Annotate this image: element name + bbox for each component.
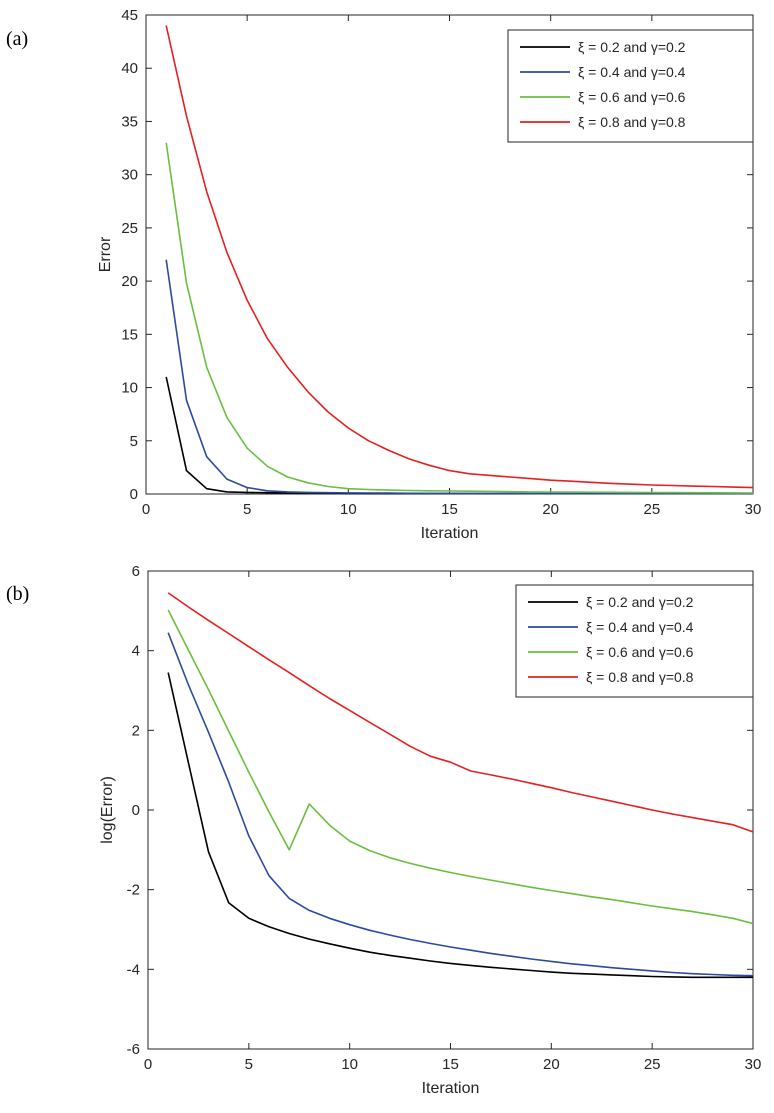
panel-label: (b) bbox=[6, 583, 29, 605]
x-tick-label: 10 bbox=[340, 501, 357, 518]
x-axis-label: Iteration bbox=[422, 1080, 480, 1097]
chart-panel-a: (a) 0 5 10 15 20 25 30 0 5 10 15 20 25 30 35 40 45 Iterati… bbox=[6, 7, 761, 542]
y-axis-label: log(Error) bbox=[99, 776, 116, 844]
y-axis-label: Error bbox=[97, 236, 114, 272]
y-tick-label: 45 bbox=[121, 7, 138, 24]
series-line-3 bbox=[167, 609, 754, 925]
x-tick-label: 5 bbox=[243, 501, 251, 518]
y-tick-label: 2 bbox=[132, 722, 140, 739]
series-line-4 bbox=[165, 25, 754, 489]
series-line-2 bbox=[165, 259, 753, 495]
x-tick-label: 0 bbox=[144, 1056, 152, 1073]
legend-entry: ξ = 0.4 and γ=0.4 bbox=[586, 619, 694, 635]
y-tick-label: 4 bbox=[132, 643, 140, 660]
chart-panel-b: (b) 0 5 10 15 20 25 30 -6 -4 -2 0 2 4 6 Iteration log(Er… bbox=[6, 563, 761, 1097]
x-tick-label: 20 bbox=[543, 1056, 560, 1073]
legend-entry: ξ = 0.8 and γ=0.8 bbox=[586, 669, 694, 685]
x-tick-label: 15 bbox=[441, 501, 458, 518]
series-line-1 bbox=[167, 672, 753, 979]
y-tick-label: 35 bbox=[121, 113, 138, 130]
legend-entry: ξ = 0.2 and γ=0.2 bbox=[586, 594, 694, 610]
series-line-3 bbox=[165, 142, 754, 494]
y-tick-label: 5 bbox=[130, 433, 138, 450]
y-tick-label: 20 bbox=[121, 273, 138, 290]
series-line-2 bbox=[167, 632, 754, 977]
y-tick-label: 0 bbox=[130, 486, 138, 503]
y-tick-label: 30 bbox=[121, 167, 138, 184]
legend-entry: ξ = 0.6 and γ=0.6 bbox=[586, 644, 694, 660]
legend-entry: ξ = 0.2 and γ=0.2 bbox=[578, 39, 686, 55]
x-tick-label: 25 bbox=[643, 501, 660, 518]
x-tick-label: 0 bbox=[142, 501, 150, 518]
x-tick-label: 30 bbox=[745, 501, 762, 518]
legend-entry: ξ = 0.6 and γ=0.6 bbox=[578, 89, 686, 105]
x-tick-label: 25 bbox=[644, 1056, 661, 1073]
y-tick-label: 25 bbox=[121, 220, 138, 237]
x-tick-label: 5 bbox=[245, 1056, 253, 1073]
series-line-4 bbox=[167, 592, 754, 833]
legend-box bbox=[515, 584, 754, 698]
x-axis-label: Iteration bbox=[421, 525, 479, 542]
x-tick-label: 20 bbox=[542, 501, 559, 518]
y-tick-label: -4 bbox=[127, 961, 140, 978]
legend: ξ = 0.2 and γ=0.2 ξ = 0.4 and γ=0.4 ξ = 0.… bbox=[507, 29, 754, 143]
series-line-1 bbox=[165, 376, 753, 495]
y-tick-label: 10 bbox=[121, 380, 138, 397]
legend: ξ = 0.2 and γ=0.2 ξ = 0.4 and γ=0.4 ξ = 0.… bbox=[515, 584, 754, 698]
legend-box bbox=[507, 29, 754, 143]
legend-entry: ξ = 0.4 and γ=0.4 bbox=[578, 64, 686, 80]
y-tick-label: 15 bbox=[121, 326, 138, 343]
y-tick-label: 6 bbox=[132, 563, 140, 580]
x-tick-label: 15 bbox=[442, 1056, 459, 1073]
x-tick-label: 10 bbox=[341, 1056, 358, 1073]
x-tick-label: 30 bbox=[745, 1056, 762, 1073]
y-tick-label: 40 bbox=[121, 60, 138, 77]
y-tick-label: -6 bbox=[127, 1041, 140, 1058]
legend-entry: ξ = 0.8 and γ=0.8 bbox=[578, 114, 686, 130]
y-tick-label: -2 bbox=[127, 882, 140, 899]
y-tick-label: 0 bbox=[132, 802, 140, 819]
panel-label: (a) bbox=[6, 28, 28, 50]
